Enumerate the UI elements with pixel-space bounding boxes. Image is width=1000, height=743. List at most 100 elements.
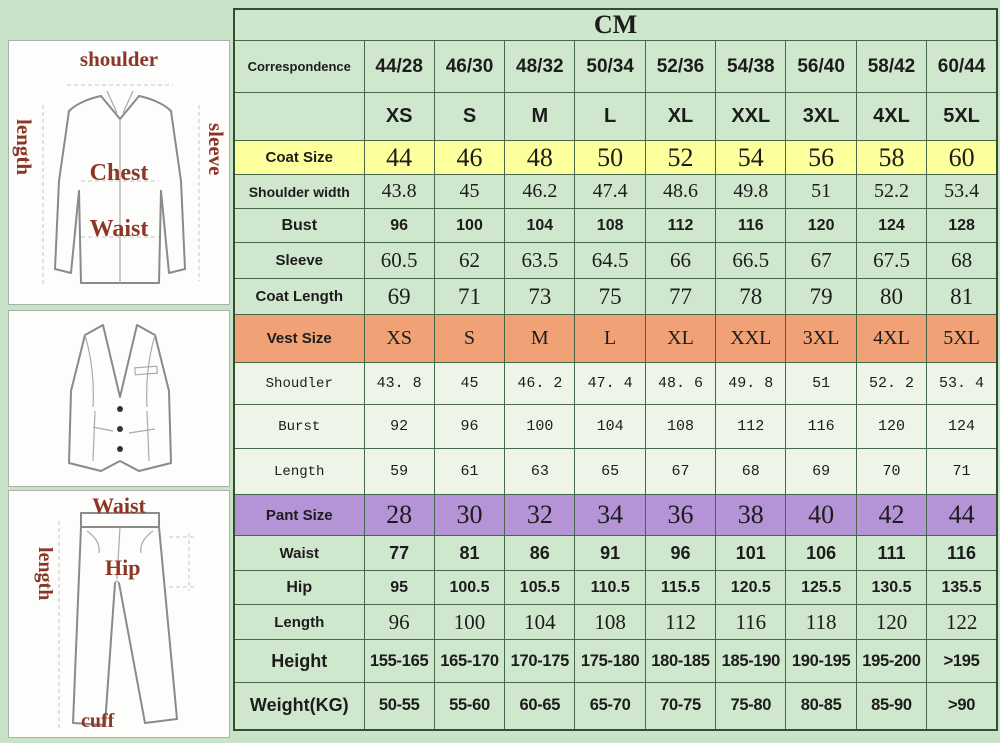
table-cell: 65 — [574, 448, 646, 495]
row-label: Length — [233, 604, 365, 640]
table-row-height: Height 155-165 165-170 170-175 175-180 180-1… — [233, 639, 998, 683]
table-row-correspondence: Correspondence 44/28 46/30 48/32 50/34 52/36… — [233, 40, 998, 93]
table-row-vest-length: Length 59 61 63 65 67 68 69 70 71 — [233, 448, 998, 495]
table-cell: 52 — [644, 140, 717, 175]
row-label: Coat Size — [233, 140, 365, 175]
table-cell: 95 — [363, 570, 435, 605]
table-row-sizes: XS S M L XL XXL 3XL 4XL 5XL — [233, 92, 998, 141]
table-cell: 110.5 — [574, 570, 646, 605]
table-row-shoulder-width: Shoulder width 43.8 45 46.2 47.4 48.6 49.8 51 5… — [233, 174, 998, 209]
table-cell: 55-60 — [433, 682, 506, 730]
table-cell: XL — [644, 314, 717, 363]
table-cell: 60/44 — [926, 40, 998, 93]
table-cell: 45 — [433, 174, 506, 209]
table-cell: 155-165 — [363, 639, 435, 683]
table-cell: 120.5 — [715, 570, 787, 605]
table-cell: 48 — [504, 140, 576, 175]
pants-label-length: length — [34, 547, 56, 601]
table-cell: 51 — [785, 362, 857, 405]
vest-drawing — [68, 324, 172, 472]
table-cell: 40 — [785, 494, 857, 536]
table-cell: 135.5 — [926, 570, 998, 605]
table-cell: 75 — [574, 278, 646, 315]
table-cell: 64.5 — [574, 242, 646, 279]
table-cell: 58/42 — [855, 40, 928, 93]
table-cell: >90 — [926, 682, 998, 730]
table-row-hip: Hip 95 100.5 105.5 110.5 115.5 120.5 125.5 130.… — [233, 570, 998, 605]
table-cell: 43.8 — [363, 174, 435, 209]
table-cell: 52. 2 — [855, 362, 928, 405]
table-cell: 65-70 — [574, 682, 646, 730]
table-cell: L — [574, 92, 646, 141]
table-cell: 67 — [644, 448, 717, 495]
table-cell: 46.2 — [504, 174, 576, 209]
table-cell: 67.5 — [855, 242, 928, 279]
jacket-drawing — [42, 84, 200, 287]
row-label: Correspondence — [233, 40, 365, 93]
table-title-row: CM — [233, 8, 998, 41]
table-cell: 51 — [785, 174, 857, 209]
table-cell: 53.4 — [926, 174, 998, 209]
table-cell: 71 — [926, 448, 998, 495]
table-cell: M — [504, 314, 576, 363]
table-cell: 68 — [926, 242, 998, 279]
pants-label-hip: Hip — [105, 555, 141, 580]
table-cell: 104 — [504, 604, 576, 640]
table-cell: 108 — [574, 208, 646, 243]
table-cell: 67 — [785, 242, 857, 279]
table-cell: 96 — [363, 604, 435, 640]
table-cell: 73 — [504, 278, 576, 315]
table-cell: 104 — [504, 208, 576, 243]
table-cell: 63 — [504, 448, 576, 495]
table-cell: 53. 4 — [926, 362, 998, 405]
table-cell: 68 — [715, 448, 787, 495]
table-cell: M — [504, 92, 576, 141]
table-cell: 70 — [855, 448, 928, 495]
table-cell: 112 — [644, 208, 717, 243]
table-cell: 46 — [433, 140, 506, 175]
table-cell: >195 — [926, 639, 998, 683]
table-cell: 4XL — [855, 314, 928, 363]
table-cell: 108 — [644, 404, 717, 449]
table-cell: 58 — [855, 140, 928, 175]
jacket-label-length: length — [12, 119, 36, 176]
table-cell: 104 — [574, 404, 646, 449]
table-cell: 60 — [926, 140, 998, 175]
table-cell: 48.6 — [644, 174, 717, 209]
table-cell: 69 — [363, 278, 435, 315]
table-row-pant-length: Length 96 100 104 108 112 116 118 120 122 — [233, 604, 998, 640]
table-cell: 100 — [504, 404, 576, 449]
table-cell: 80-85 — [785, 682, 857, 730]
table-cell: 116 — [715, 208, 787, 243]
table-row-weight: Weight(KG) 50-55 55-60 60-65 65-70 70-75 75-8… — [233, 682, 998, 730]
row-label: Weight(KG) — [233, 682, 365, 730]
table-cell: 3XL — [785, 92, 857, 141]
row-label — [233, 92, 365, 141]
table-cell: 30 — [433, 494, 506, 536]
table-cell: 100 — [433, 208, 506, 243]
table-cell: 60.5 — [363, 242, 435, 279]
table-cell: 56/40 — [785, 40, 857, 93]
table-cell: 49.8 — [715, 174, 787, 209]
table-cell: 46/30 — [433, 40, 506, 93]
table-row-pant-size: Pant Size 28 30 32 34 36 38 40 42 44 — [233, 494, 998, 536]
table-cell: 32 — [504, 494, 576, 536]
table-cell: 124 — [855, 208, 928, 243]
table-cell: 130.5 — [855, 570, 928, 605]
table-cell: 28 — [363, 494, 435, 536]
table-cell: 50/34 — [574, 40, 646, 93]
table-cell: 81 — [926, 278, 998, 315]
table-row-sleeve: Sleeve 60.5 62 63.5 64.5 66 66.5 67 67.5 68 — [233, 242, 998, 279]
table-cell: 3XL — [785, 314, 857, 363]
table-cell: 175-180 — [574, 639, 646, 683]
table-cell: 44 — [363, 140, 435, 175]
row-label: Coat Length — [233, 278, 365, 315]
table-cell: 195-200 — [855, 639, 928, 683]
table-cell: 44 — [926, 494, 998, 536]
table-cell: 48. 6 — [644, 362, 717, 405]
table-cell: 44/28 — [363, 40, 435, 93]
table-cell: 86 — [504, 535, 576, 571]
row-label: Height — [233, 639, 365, 683]
table-cell: 43. 8 — [363, 362, 435, 405]
